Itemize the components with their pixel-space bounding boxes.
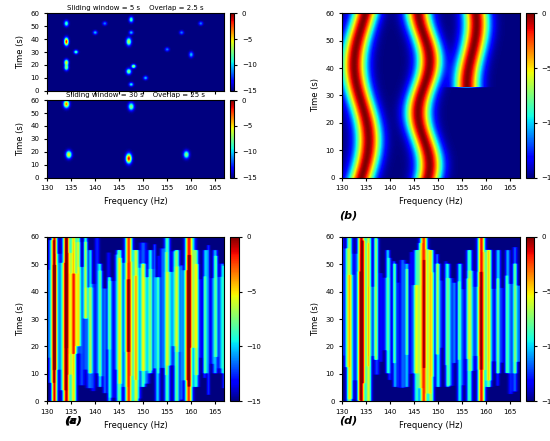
- X-axis label: Frequency (Hz): Frequency (Hz): [104, 421, 167, 430]
- X-axis label: Frequency (Hz): Frequency (Hz): [104, 197, 167, 206]
- Y-axis label: Time (s): Time (s): [15, 35, 25, 69]
- Text: (b): (b): [339, 210, 358, 220]
- Text: (d): (d): [339, 415, 358, 426]
- Text: (c): (c): [65, 415, 81, 426]
- Title: Sliding window = 5 s    Overlap = 2.5 s: Sliding window = 5 s Overlap = 2.5 s: [67, 5, 204, 11]
- X-axis label: Frequency (Hz): Frequency (Hz): [399, 421, 463, 430]
- Text: (a): (a): [64, 415, 82, 426]
- X-axis label: Frequency (Hz): Frequency (Hz): [399, 197, 463, 206]
- Y-axis label: Time (s): Time (s): [15, 302, 25, 336]
- Y-axis label: Time (s): Time (s): [15, 122, 25, 156]
- Y-axis label: Time (s): Time (s): [311, 302, 320, 336]
- Y-axis label: Time (s): Time (s): [311, 78, 320, 112]
- Title: Sliding window = 30 s    Overlap = 25 s: Sliding window = 30 s Overlap = 25 s: [66, 92, 205, 98]
